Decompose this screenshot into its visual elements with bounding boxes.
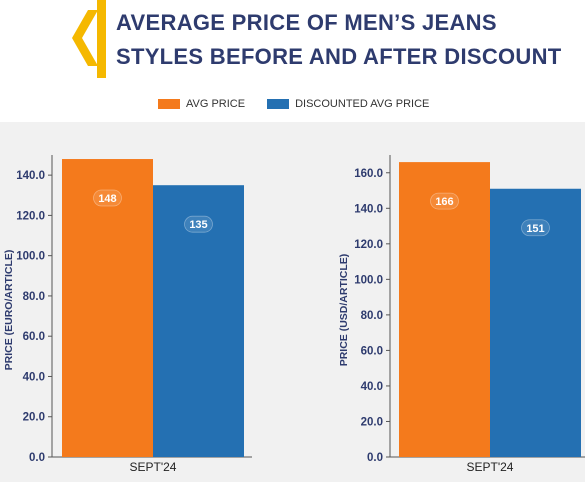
- y-tick-label: 80.0: [23, 291, 45, 303]
- bar-avg-price: [399, 162, 490, 457]
- legend: AVG PRICE DISCOUNTED AVG PRICE: [158, 96, 451, 112]
- y-tick-label: 160.0: [354, 168, 383, 180]
- accent-bar: [97, 0, 106, 78]
- data-label: 166: [435, 196, 453, 208]
- y-tick-label: 120.0: [354, 239, 383, 251]
- legend-item-discounted-avg-price: DISCOUNTED AVG PRICE: [267, 98, 429, 110]
- y-tick-label: 120.0: [16, 210, 45, 222]
- legend-item-avg-price: AVG PRICE: [158, 98, 245, 110]
- data-label: 148: [98, 193, 116, 205]
- data-label-pill: [93, 189, 122, 207]
- y-tick-label: 100.0: [16, 251, 45, 263]
- title-line-1: AVERAGE PRICE OF MEN’S JEANS: [116, 10, 497, 35]
- title-line-2: STYLES BEFORE AND AFTER DISCOUNT: [116, 44, 562, 69]
- page-title: AVERAGE PRICE OF MEN’S JEANS STYLES BEFO…: [116, 6, 576, 74]
- y-axis-label: PRICE (EURO/ARTICLE): [3, 250, 15, 371]
- y-axis-label: PRICE (USD/ARTICLE): [338, 254, 350, 367]
- y-tick-label: 60.0: [23, 331, 45, 343]
- legend-label-discounted: DISCOUNTED AVG PRICE: [295, 98, 430, 110]
- x-category-label: SEPT'24: [467, 460, 514, 474]
- data-label-pill: [521, 219, 550, 237]
- y-tick-label: 60.0: [361, 345, 383, 357]
- y-tick-label: 40.0: [361, 381, 383, 393]
- legend-label-avg: AVG PRICE: [186, 98, 246, 110]
- data-label-pill: [430, 192, 459, 210]
- y-tick-label: 20.0: [23, 412, 45, 424]
- legend-swatch-avg: [158, 99, 180, 109]
- y-tick-label: 0.0: [367, 452, 383, 464]
- y-tick-label: 20.0: [361, 416, 383, 428]
- bar-discounted-avg-price: [490, 188, 581, 458]
- bar-avg-price: [62, 159, 153, 457]
- y-tick-label: 140.0: [354, 203, 383, 215]
- legend-swatch-discounted: [267, 99, 290, 109]
- data-label: 151: [526, 223, 544, 235]
- y-tick-label: 80.0: [361, 310, 383, 322]
- bar-discounted-avg-price: [153, 185, 244, 457]
- data-label: 135: [189, 219, 207, 231]
- chevron-decoration-icon: [72, 10, 98, 66]
- y-tick-label: 140.0: [16, 170, 45, 182]
- x-category-label: SEPT'24: [130, 460, 177, 474]
- y-tick-label: 100.0: [354, 274, 383, 286]
- y-tick-label: 0.0: [29, 452, 45, 464]
- y-tick-label: 40.0: [23, 371, 45, 383]
- data-label-pill: [184, 215, 213, 233]
